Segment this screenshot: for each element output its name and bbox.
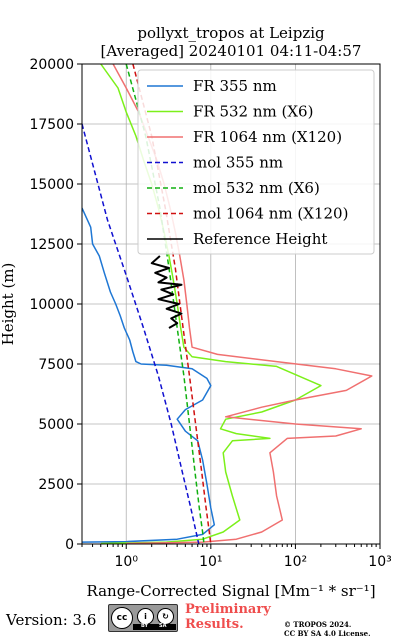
y-tick-label: 0 (65, 537, 74, 553)
y-tick-label: 7500 (38, 357, 74, 373)
x-tick-label: 10² (284, 554, 307, 570)
copyright-line-2: CC BY SA 4.0 License. (284, 629, 371, 638)
cc-license-badge[interactable]: cc i ↻ BY SA (108, 604, 178, 632)
y-axis-label: Height (m) (0, 263, 17, 346)
y-tick-label: 5000 (38, 417, 74, 433)
x-axis-label: Range-Corrected Signal [Mm⁻¹ * sr⁻¹] (86, 582, 375, 600)
legend-label: mol 1064 nm (X120) (193, 205, 348, 223)
preliminary-results-note: Preliminary Results. (185, 602, 271, 632)
x-tick-label: 10³ (368, 554, 391, 570)
y-tick-label: 2500 (38, 477, 74, 493)
legend-box (137, 69, 375, 255)
cc-sa-text: SA (159, 623, 167, 629)
series-line-3 (82, 123, 200, 544)
y-tick-label: 17500 (29, 117, 74, 133)
legend-label: mol 532 nm (X6) (193, 179, 320, 197)
preliminary-line-2: Results. (185, 617, 244, 632)
series-line-0 (82, 207, 216, 543)
y-tick-label: 20000 (29, 57, 74, 73)
legend-label: FR 1064 nm (X120) (193, 128, 342, 146)
series-lines (82, 64, 373, 544)
copyright-line-1: © TROPOS 2024. (284, 620, 352, 629)
cc-by-text: BY (141, 623, 149, 629)
series-line-6 (150, 255, 183, 329)
legend-label: mol 355 nm (193, 154, 283, 172)
legend-label: FR 355 nm (193, 77, 277, 95)
legend-label: FR 532 nm (X6) (193, 103, 313, 121)
axis-ticks: 0 2500 5000 7500 10000 12500 15000 17500 20000 10… (29, 57, 391, 570)
legend: FR 355 nm FR 532 nm (X6) FR 1064 nm (X120)… (137, 69, 375, 255)
x-tick-label: 10⁰ (115, 554, 139, 570)
chart-subtitle: [Averaged] 20240101 04:11-04:57 (101, 42, 362, 60)
y-tick-label: 15000 (29, 177, 74, 193)
x-tick-label: 10¹ (199, 554, 222, 570)
cc-badge-bar: BY SA (133, 623, 176, 630)
copyright-note: © TROPOS 2024. CC BY SA 4.0 License. (284, 620, 371, 638)
legend-label: Reference Height (193, 230, 327, 248)
cc-icon: cc (111, 607, 133, 629)
y-tick-label: 10000 (29, 297, 74, 313)
chart-title: pollyxt_tropos at Leipzig (137, 24, 325, 42)
version-label: Version: 3.6 (6, 611, 97, 629)
y-tick-label: 12500 (29, 237, 74, 253)
preliminary-line-1: Preliminary (185, 602, 271, 617)
sa-icon: ↻ (157, 608, 174, 625)
